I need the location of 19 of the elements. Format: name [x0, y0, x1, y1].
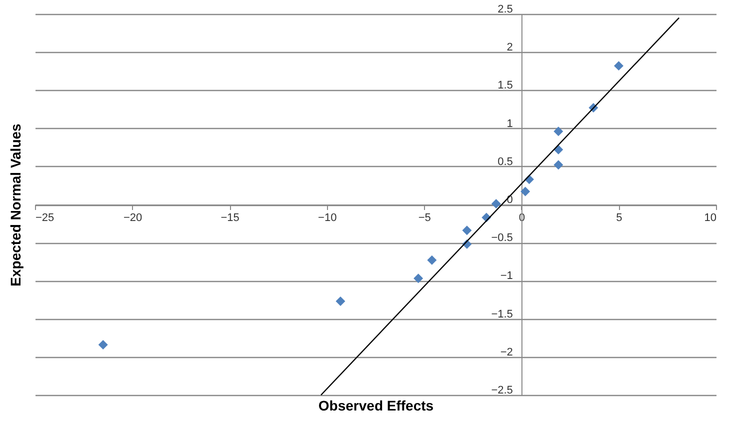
x-tick-label: −10 [318, 212, 337, 224]
y-tick-label: −2 [500, 346, 513, 358]
x-tick-label: 5 [616, 212, 622, 224]
y-tick-label: −2.5 [491, 384, 513, 396]
y-tick-label: −0.5 [491, 232, 513, 244]
y-tick-label: 1.5 [498, 80, 513, 92]
y-tick-label: −1 [500, 270, 513, 282]
x-tick-label: −15 [220, 212, 240, 224]
x-tick-label: −5 [418, 212, 431, 224]
y-axis-title: Expected Normal Values [8, 123, 24, 286]
x-axis-title: Observed Effects [318, 398, 434, 414]
x-tick-label: −20 [123, 212, 142, 224]
y-tick-label: 1 [506, 118, 513, 130]
x-tick-label: −25 [36, 212, 54, 224]
y-tick-label: −1.5 [491, 308, 513, 320]
y-tick-label: 2 [506, 42, 513, 54]
y-tick-label: 2.5 [498, 4, 513, 16]
x-tick-label: 10 [704, 212, 716, 224]
y-tick-label: 0.5 [498, 156, 513, 168]
